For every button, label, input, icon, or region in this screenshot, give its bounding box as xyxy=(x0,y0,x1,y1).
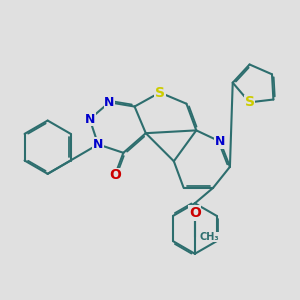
Text: N: N xyxy=(215,135,225,148)
Text: CH₃: CH₃ xyxy=(199,232,219,242)
Text: O: O xyxy=(109,168,121,182)
Text: S: S xyxy=(155,85,165,100)
Text: O: O xyxy=(189,206,201,220)
Text: N: N xyxy=(93,138,103,151)
Text: S: S xyxy=(244,95,255,109)
Text: N: N xyxy=(85,113,95,126)
Text: N: N xyxy=(104,96,115,109)
